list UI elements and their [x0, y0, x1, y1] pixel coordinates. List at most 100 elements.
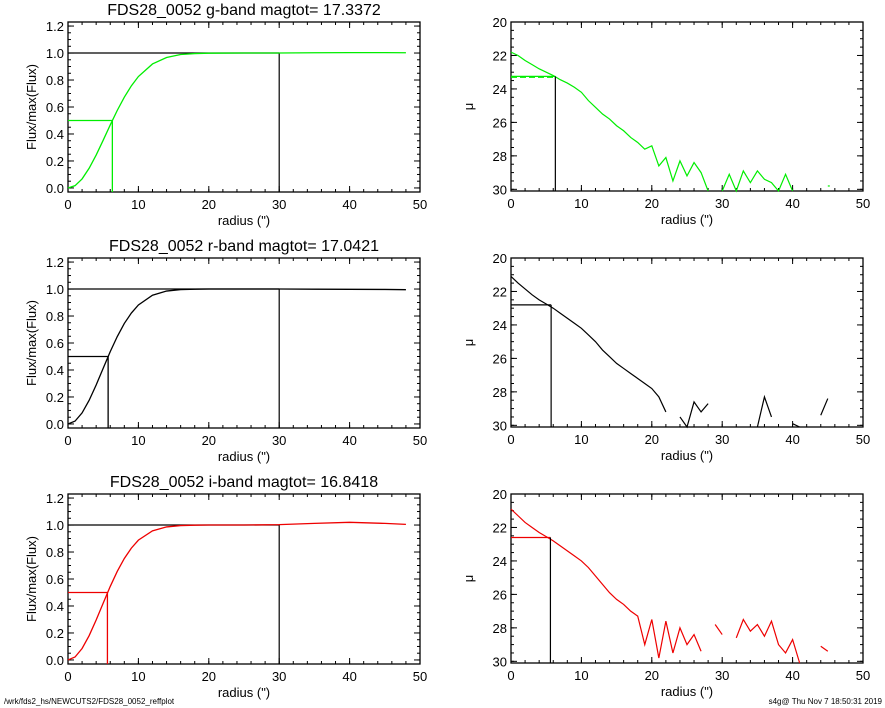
- y-tick-label: 0.4: [46, 127, 64, 142]
- y-tick-label: 24: [493, 554, 507, 569]
- x-tick-label: 30: [715, 196, 729, 211]
- x-tick-label: 50: [856, 668, 870, 683]
- x-tick-label: 20: [645, 432, 659, 447]
- plot-frame: [67, 493, 421, 665]
- y-tick-label: 22: [493, 48, 507, 63]
- x-tick-label: 0: [64, 433, 71, 448]
- x-tick-label: 20: [645, 196, 659, 211]
- x-tick-label: 40: [342, 669, 356, 684]
- x-tick-label: 40: [785, 196, 799, 211]
- y-tick-label: 0.8: [46, 309, 64, 324]
- x-tick-label: 30: [715, 432, 729, 447]
- plot-frame: [510, 21, 864, 192]
- x-tick-label: 30: [272, 433, 286, 448]
- x-tick-label: 0: [64, 669, 71, 684]
- x-tick-label: 40: [342, 433, 356, 448]
- y-tick-label: 30: [493, 654, 507, 669]
- y-tick-label: 28: [493, 385, 507, 400]
- y-tick-label: 28: [493, 149, 507, 164]
- x-tick-label: 10: [131, 197, 145, 212]
- x-tick-label: 40: [785, 432, 799, 447]
- profile-segment-i: [714, 624, 723, 635]
- x-tick-label: 0: [64, 197, 71, 212]
- x-tick-label: 20: [202, 197, 216, 212]
- profile-segment-i: [510, 508, 702, 659]
- profile-segment-r: [792, 423, 800, 428]
- x-tick-label: 0: [507, 196, 514, 211]
- y-tick-label: 1.2: [46, 255, 64, 270]
- x-tick-label: 30: [272, 197, 286, 212]
- x-tick-label: 50: [856, 432, 870, 447]
- panel-g-growth: FDS28_0052 g-band magtot= 17.3372 0 10 20 30…: [24, 2, 427, 228]
- profile-segment-r: [679, 400, 709, 429]
- x-tick-label: 40: [342, 197, 356, 212]
- profile-segment-i: [820, 645, 829, 652]
- x-axis-label: radius ("): [661, 684, 713, 699]
- y-axis-label: μ: [461, 103, 476, 111]
- y-tick-label: 0.8: [46, 545, 64, 560]
- x-tick-label: 50: [413, 433, 427, 448]
- plot-title: FDS28_0052 i-band magtot= 16.8418: [110, 474, 378, 491]
- x-tick-label: 50: [413, 197, 427, 212]
- y-tick-label: 26: [493, 587, 507, 602]
- y-tick-label: 0.2: [46, 154, 64, 169]
- x-tick-label: 10: [574, 432, 588, 447]
- y-axis-label: Flux/max(Flux): [24, 300, 39, 386]
- x-tick-label: 10: [574, 668, 588, 683]
- y-tick-label: 0.8: [46, 73, 64, 88]
- profile-segment-r: [820, 398, 829, 416]
- profile-segment-i: [735, 618, 801, 664]
- y-tick-label: 20: [493, 15, 507, 30]
- y-tick-label: 0.2: [46, 626, 64, 641]
- y-tick-label: 30: [493, 418, 507, 433]
- y-axis-label: Flux/max(Flux): [24, 64, 39, 150]
- growth-curve-r: [67, 288, 406, 425]
- x-tick-label: 30: [272, 669, 286, 684]
- growth-curve-i: [67, 521, 406, 661]
- y-tick-label: 0.2: [46, 390, 64, 405]
- y-tick-label: 28: [493, 621, 507, 636]
- y-tick-label: 1.0: [46, 518, 64, 533]
- y-tick-label: 1.0: [46, 282, 64, 297]
- y-tick-label: 0.0: [46, 417, 64, 432]
- profile-segment-r: [510, 275, 667, 413]
- y-axis-label: μ: [461, 339, 476, 347]
- x-axis-label: radius ("): [661, 448, 713, 463]
- y-tick-label: 0.4: [46, 363, 64, 378]
- x-tick-label: 40: [785, 668, 799, 683]
- profile-segment-r: [756, 394, 773, 428]
- x-tick-label: 10: [131, 669, 145, 684]
- x-axis-label: radius ("): [218, 685, 270, 700]
- panel-i-growth: FDS28_0052 i-band magtot= 16.8418 0 10 20 30…: [24, 474, 427, 700]
- y-tick-label: 24: [493, 318, 507, 333]
- y-tick-label: 1.0: [46, 46, 64, 61]
- x-tick-label: 0: [507, 668, 514, 683]
- y-tick-label: 30: [493, 182, 507, 197]
- y-tick-label: 0.6: [46, 572, 64, 587]
- profile-segment-g: [721, 169, 794, 193]
- x-tick-label: 50: [856, 196, 870, 211]
- plot-title: FDS28_0052 r-band magtot= 17.0421: [109, 238, 379, 255]
- growth-curve-g: [67, 51, 406, 189]
- x-tick-label: 20: [202, 433, 216, 448]
- y-axis-label: μ: [461, 575, 476, 583]
- x-tick-label: 20: [202, 669, 216, 684]
- plot-title: FDS28_0052 g-band magtot= 17.3372: [107, 2, 381, 19]
- y-tick-label: 20: [493, 251, 507, 266]
- x-tick-label: 0: [507, 432, 514, 447]
- footer-timestamp: s4g@ Thu Nov 7 18:50:31 2019: [769, 697, 883, 706]
- y-tick-label: 0.0: [46, 653, 64, 668]
- footer-path: /wrk/fds2_hs/NEWCUTS2/FDS28_0052_reffplo…: [4, 697, 175, 706]
- plot-frame: [510, 493, 864, 664]
- x-tick-label: 10: [574, 196, 588, 211]
- profile-segment-g: [510, 51, 709, 192]
- y-tick-label: 0.0: [46, 181, 64, 196]
- x-tick-label: 10: [131, 433, 145, 448]
- x-tick-label: 20: [645, 668, 659, 683]
- y-tick-label: 1.2: [46, 491, 64, 506]
- x-axis-label: radius ("): [661, 212, 713, 227]
